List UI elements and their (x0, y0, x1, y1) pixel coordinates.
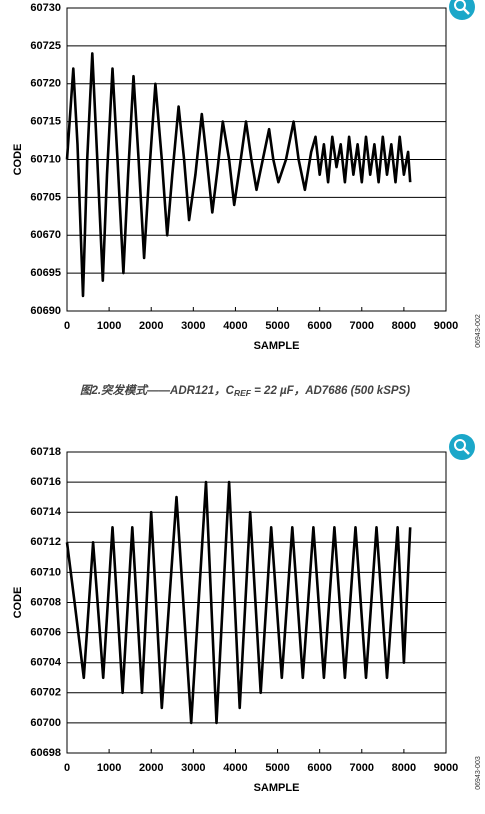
y-tick-label: 60710 (30, 566, 61, 578)
y-tick-label: 60690 (30, 305, 61, 317)
figure-id: 06943-003 (475, 756, 482, 790)
caption-subscript: REF (234, 388, 252, 398)
x-tick-label: 6000 (307, 762, 331, 774)
y-tick-label: 60710 (30, 153, 61, 165)
y-tick-label: 60670 (30, 229, 61, 241)
caption-text: 图2.突发模式——ADR121，C (80, 383, 235, 397)
y-tick-label: 60695 (30, 267, 61, 279)
zoom-icon[interactable] (449, 434, 475, 460)
data-line (65, 52, 412, 298)
zoom-circle[interactable] (449, 434, 475, 460)
x-tick-label: 5000 (265, 320, 289, 332)
zoom-glass[interactable] (454, 0, 466, 11)
y-axis-label: CODE (12, 587, 24, 619)
y-tick-label: 60712 (30, 536, 61, 548)
caption: 图2.突发模式——ADR121，CREF = 22 µF，AD7686 (500… (80, 383, 410, 398)
y-tick-label: 60702 (30, 687, 61, 699)
zoom-glass[interactable] (454, 439, 466, 451)
x-tick-label: 1000 (97, 762, 121, 774)
y-tick-label: 60698 (30, 747, 61, 759)
y-axis-label: CODE (12, 144, 24, 176)
x-tick-label: 4000 (223, 320, 247, 332)
y-tick-label: 60725 (30, 40, 61, 52)
x-tick-label: 6000 (307, 320, 331, 332)
x-tick-label: 1000 (97, 320, 121, 332)
x-tick-label: 8000 (392, 762, 416, 774)
x-tick-label: 3000 (181, 320, 205, 332)
x-tick-label: 7000 (350, 320, 374, 332)
y-tick-label: 60700 (30, 717, 61, 729)
y-tick-label: 60715 (30, 116, 61, 128)
y-tick-label: 60708 (30, 596, 61, 608)
zoom-icon[interactable] (449, 0, 475, 20)
x-tick-label: 8000 (392, 320, 416, 332)
x-tick-label: 0 (64, 320, 70, 332)
y-tick-label: 60705 (30, 191, 61, 203)
y-tick-label: 60718 (30, 446, 61, 458)
x-tick-label: 2000 (139, 762, 163, 774)
y-tick-label: 60714 (30, 506, 61, 518)
y-tick-label: 60704 (30, 657, 61, 669)
data-line (65, 480, 412, 725)
y-tick-label: 60706 (30, 627, 61, 639)
x-tick-label: 2000 (139, 320, 163, 332)
x-axis-label: SAMPLE (254, 340, 300, 352)
y-tick-label: 60720 (30, 78, 61, 90)
x-tick-label: 0 (64, 762, 70, 774)
zoom-handle[interactable] (463, 448, 470, 455)
x-tick-label: 5000 (265, 762, 289, 774)
caption-text: = 22 µF，AD7686 (500 kSPS) (251, 385, 410, 397)
x-tick-label: 7000 (350, 762, 374, 774)
zoom-handle[interactable] (463, 8, 470, 15)
figure-id: 06943-002 (475, 314, 482, 348)
x-axis-label: SAMPLE (254, 782, 300, 794)
y-tick-label: 60730 (30, 2, 61, 14)
y-tick-label: 60716 (30, 476, 61, 488)
x-tick-label: 3000 (181, 762, 205, 774)
x-tick-label: 9000 (434, 762, 458, 774)
x-tick-label: 4000 (223, 762, 247, 774)
x-tick-label: 9000 (434, 320, 458, 332)
